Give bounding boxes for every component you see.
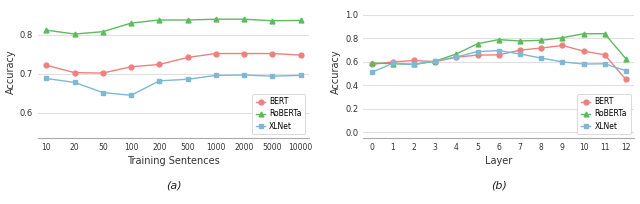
- RoBERTa: [269, 20, 276, 22]
- XLNet: [127, 94, 135, 96]
- RoBERTa: [184, 19, 191, 21]
- XLNet: [452, 56, 460, 58]
- XLNet: [269, 75, 276, 77]
- RoBERTa: [452, 53, 460, 55]
- XLNet: [389, 62, 397, 64]
- RoBERTa: [389, 62, 397, 65]
- RoBERTa: [431, 60, 439, 62]
- BERT: [389, 61, 397, 63]
- XLNet: [601, 63, 609, 65]
- BERT: [156, 63, 163, 66]
- BERT: [474, 54, 481, 56]
- Y-axis label: Accuracy: Accuracy: [6, 50, 15, 94]
- XLNet: [212, 74, 220, 76]
- BERT: [212, 52, 220, 55]
- X-axis label: Layer: Layer: [485, 156, 513, 166]
- BERT: [297, 54, 305, 56]
- RoBERTa: [127, 22, 135, 24]
- XLNet: [297, 74, 305, 76]
- Line: BERT: BERT: [44, 51, 303, 75]
- BERT: [495, 54, 502, 56]
- XLNet: [156, 80, 163, 82]
- XLNet: [368, 71, 376, 74]
- RoBERTa: [538, 39, 545, 42]
- RoBERTa: [474, 42, 481, 45]
- BERT: [452, 56, 460, 58]
- BERT: [601, 54, 609, 56]
- RoBERTa: [71, 33, 79, 35]
- RoBERTa: [580, 32, 588, 35]
- Line: XLNet: XLNet: [369, 48, 628, 75]
- XLNet: [99, 91, 107, 94]
- RoBERTa: [368, 62, 376, 64]
- XLNet: [71, 81, 79, 84]
- Text: (b): (b): [491, 181, 507, 191]
- XLNet: [559, 61, 566, 63]
- Line: BERT: BERT: [369, 43, 628, 82]
- XLNet: [474, 50, 481, 53]
- XLNet: [516, 53, 524, 55]
- BERT: [240, 52, 248, 55]
- RoBERTa: [42, 29, 50, 31]
- BERT: [622, 78, 630, 81]
- XLNet: [410, 63, 418, 66]
- Legend: BERT, RoBERTa, XLNet: BERT, RoBERTa, XLNet: [577, 94, 630, 134]
- RoBERTa: [156, 19, 163, 21]
- XLNet: [431, 60, 439, 62]
- XLNet: [538, 57, 545, 59]
- BERT: [516, 49, 524, 51]
- BERT: [42, 64, 50, 67]
- RoBERTa: [410, 63, 418, 66]
- X-axis label: Training Sentences: Training Sentences: [127, 156, 220, 166]
- BERT: [431, 60, 439, 63]
- RoBERTa: [212, 18, 220, 20]
- XLNet: [240, 74, 248, 76]
- XLNet: [42, 77, 50, 80]
- RoBERTa: [559, 37, 566, 39]
- Legend: BERT, RoBERTa, XLNet: BERT, RoBERTa, XLNet: [252, 94, 305, 134]
- RoBERTa: [622, 58, 630, 60]
- XLNet: [580, 63, 588, 65]
- Text: (a): (a): [166, 181, 181, 191]
- BERT: [538, 47, 545, 49]
- RoBERTa: [601, 32, 609, 35]
- XLNet: [184, 78, 191, 81]
- BERT: [368, 63, 376, 66]
- BERT: [71, 71, 79, 74]
- BERT: [99, 72, 107, 74]
- BERT: [580, 50, 588, 52]
- Y-axis label: Accuracy: Accuracy: [331, 50, 341, 94]
- XLNet: [622, 70, 630, 72]
- RoBERTa: [240, 18, 248, 20]
- Line: RoBERTa: RoBERTa: [44, 17, 303, 37]
- RoBERTa: [99, 30, 107, 33]
- RoBERTa: [516, 40, 524, 42]
- RoBERTa: [495, 38, 502, 41]
- BERT: [127, 65, 135, 68]
- BERT: [184, 56, 191, 59]
- Line: RoBERTa: RoBERTa: [369, 31, 628, 67]
- Line: XLNet: XLNet: [44, 73, 303, 98]
- BERT: [269, 52, 276, 55]
- BERT: [559, 44, 566, 47]
- RoBERTa: [297, 19, 305, 22]
- BERT: [410, 59, 418, 62]
- XLNet: [495, 49, 502, 52]
